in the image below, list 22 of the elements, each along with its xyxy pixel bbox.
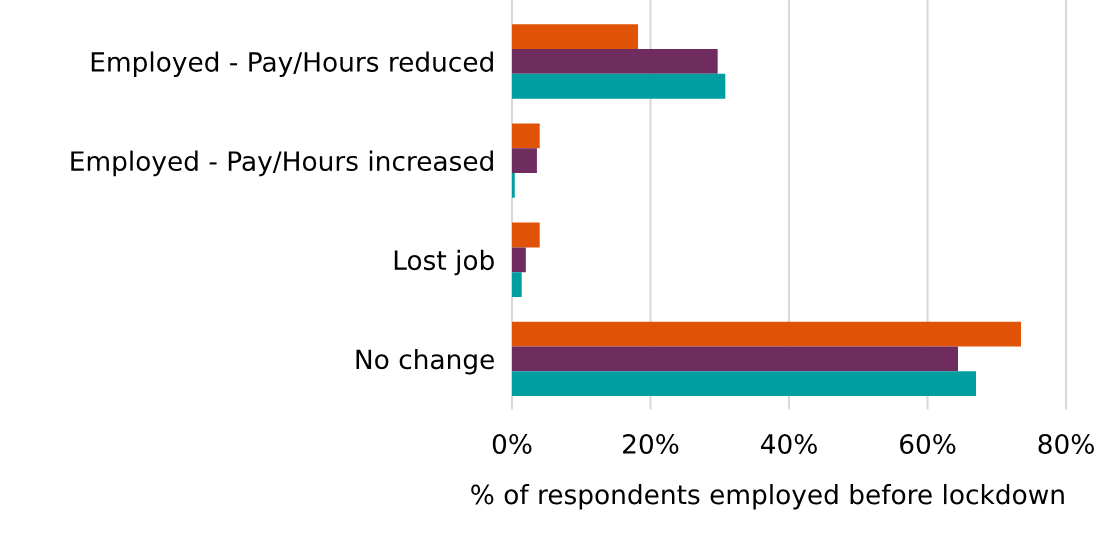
x-tick-label: 0%: [492, 433, 532, 454]
x-tick-label: 40%: [760, 433, 817, 454]
y-tick-label: Employed - Pay/Hours increased: [71, 150, 493, 177]
bar: [511, 272, 522, 297]
y-tick-label: No change: [356, 348, 494, 375]
x-tick-label: 80%: [1038, 433, 1094, 454]
bar: [511, 371, 977, 397]
x-tick-label: 20%: [623, 433, 679, 454]
bar: [511, 247, 526, 273]
bar: [511, 123, 540, 149]
y-tick-label: Lost job: [394, 249, 494, 276]
bar: [511, 321, 1022, 347]
bar: [511, 73, 726, 99]
bar: [511, 222, 540, 248]
bar: [511, 173, 515, 198]
bar: [511, 49, 718, 74]
x-tick-label: 60%: [900, 433, 956, 454]
bar: [511, 24, 639, 50]
y-tick-label: Employed - Pay/Hours reduced: [91, 51, 493, 77]
x-axis-title: % of respondents employed before lockdown: [471, 484, 1064, 510]
bar: [511, 148, 537, 174]
bar: [511, 346, 958, 372]
